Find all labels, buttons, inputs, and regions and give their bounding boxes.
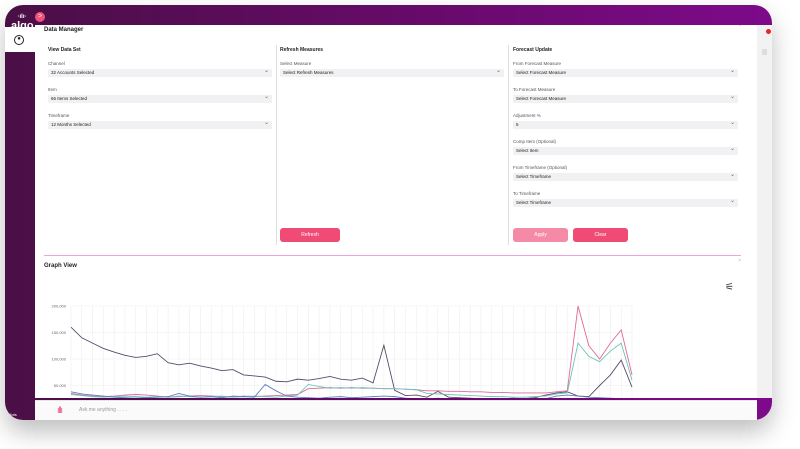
section-title: Refresh Measures (280, 47, 324, 53)
field-label: Select Measure (280, 61, 312, 66)
field-label: Adjustment % (513, 113, 541, 118)
refresh-button[interactable]: Refresh (280, 228, 340, 242)
sidebar-footer: Pilots (7, 412, 17, 417)
timeframe-field[interactable]: 12 Months Selected (48, 119, 272, 129)
y-tick-label: 50,000 (54, 383, 67, 388)
to-forecast-measure-field[interactable]: Select Forecast Measure (513, 93, 738, 103)
field-label: From Timeframe (Optional) (513, 165, 568, 170)
filter-settings-icon[interactable]: ⚟ (725, 282, 734, 293)
from-timeframe-optional-field[interactable]: Select Timeframe (513, 171, 738, 181)
collapse-icon[interactable]: ˆ (738, 260, 741, 267)
document-icon[interactable] (762, 49, 767, 55)
chat-bot-icon: ● (14, 35, 24, 45)
chat-input[interactable]: Ask me anything . . . . (79, 407, 128, 413)
divider (508, 45, 509, 245)
from-forecast-measure-field[interactable]: Select Forecast Measure (513, 67, 738, 77)
item-field[interactable]: 66 Items Selected (48, 93, 272, 103)
right-panel (757, 25, 772, 398)
refresh-measure-select[interactable]: Select Refresh Measures (280, 67, 504, 77)
page-title: Data Manager (44, 27, 84, 33)
field-label: From Forecast Measure (513, 61, 562, 66)
graph-title: Graph View (44, 263, 77, 269)
expand-badge[interactable]: > (35, 12, 45, 22)
to-timeframe-field[interactable]: Select Timeframe (513, 197, 738, 207)
notification-dot[interactable] (766, 29, 771, 34)
waveform-icon: ·ılı· (17, 14, 27, 20)
sidebar-item-chat[interactable]: ● (5, 27, 35, 52)
series-line-series-4 (70, 383, 616, 398)
y-tick-label: 150,000 (52, 330, 67, 335)
y-tick-label: 200,000 (52, 304, 67, 309)
data-manager-panel: Data Manager ˆ View Data Set Channel 32 A… (35, 25, 757, 398)
field-label: Comp Item (Optional) (513, 139, 557, 144)
section-title: Forecast Update (513, 47, 553, 53)
adjustment-field[interactable]: 5 (513, 119, 738, 129)
apply-button[interactable]: Apply (513, 228, 568, 242)
line-chart: 200,000 150,000 100,000 50,000 (52, 304, 633, 398)
channel-field[interactable]: 32 Accounts Selected (48, 67, 272, 77)
divider (276, 45, 277, 245)
section-title: View Data Set (48, 47, 81, 53)
voice-waveform-icon[interactable]: ıllı (57, 405, 63, 415)
field-label: Item (48, 87, 57, 92)
field-label: To Timeframe (513, 191, 541, 196)
view-data-set: View Data Set Channel 32 Accounts Selecte… (48, 47, 272, 129)
field-label: Timeframe (48, 113, 70, 118)
forecast-update: Forecast Update From Forecast Measure Sel… (513, 47, 738, 207)
chat-bar[interactable]: ıllı Ask me anything . . . . (35, 400, 757, 420)
collapse-icon[interactable]: ˆ (738, 25, 741, 32)
field-label: To Forecast Measure (513, 87, 556, 92)
comp-item-optional-field[interactable]: Select Item (513, 145, 738, 155)
clear-button[interactable]: Clear (573, 228, 628, 242)
algo-logo: ·ılı· algo (11, 14, 34, 32)
refresh-measures: Refresh Measures Select Measure Select R… (280, 47, 504, 77)
y-tick-label: 100,000 (52, 357, 67, 362)
field-label: Channel (48, 61, 65, 66)
section-divider (44, 255, 741, 256)
